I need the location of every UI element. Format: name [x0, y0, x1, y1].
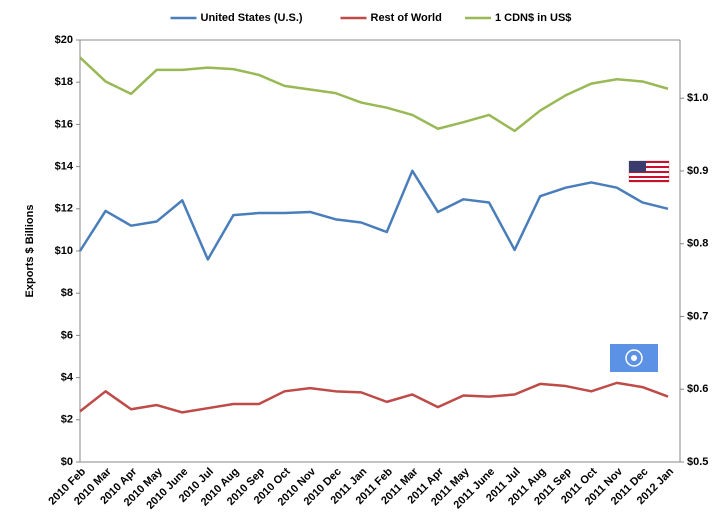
y2-tick-label: $0.9 [687, 165, 708, 177]
y2-tick-label: $0.7 [687, 310, 708, 322]
y2-tick-label: $0.5 [687, 456, 708, 468]
y-tick-label: $2 [61, 414, 73, 426]
y-tick-label: $12 [55, 203, 73, 215]
series-line [78, 169, 669, 261]
y2-tick-label: $1.0 [687, 92, 708, 104]
series-line [79, 56, 669, 133]
us-flag [628, 160, 670, 183]
un-flag [610, 344, 658, 372]
y-tick-label: $18 [55, 76, 73, 88]
y2-tick-label: $0.8 [687, 238, 708, 250]
y-tick-label: $8 [61, 287, 73, 299]
y-tick-label: $20 [55, 34, 73, 46]
legend-label: Rest of World [371, 12, 442, 24]
y-tick-label: $6 [61, 329, 73, 341]
series-line [79, 381, 669, 414]
y-tick-label: $0 [61, 456, 73, 468]
y-tick-label: $16 [55, 118, 73, 130]
y-axis-label: Exports $ Billions [24, 205, 36, 298]
y2-tick-label: $0.6 [687, 383, 708, 395]
y-tick-label: $4 [61, 372, 74, 384]
y-tick-label: $10 [55, 245, 73, 257]
legend-label: United States (U.S.) [201, 12, 303, 24]
legend-label: 1 CDN$ in US$ [495, 12, 571, 24]
y-tick-label: $14 [55, 161, 74, 173]
